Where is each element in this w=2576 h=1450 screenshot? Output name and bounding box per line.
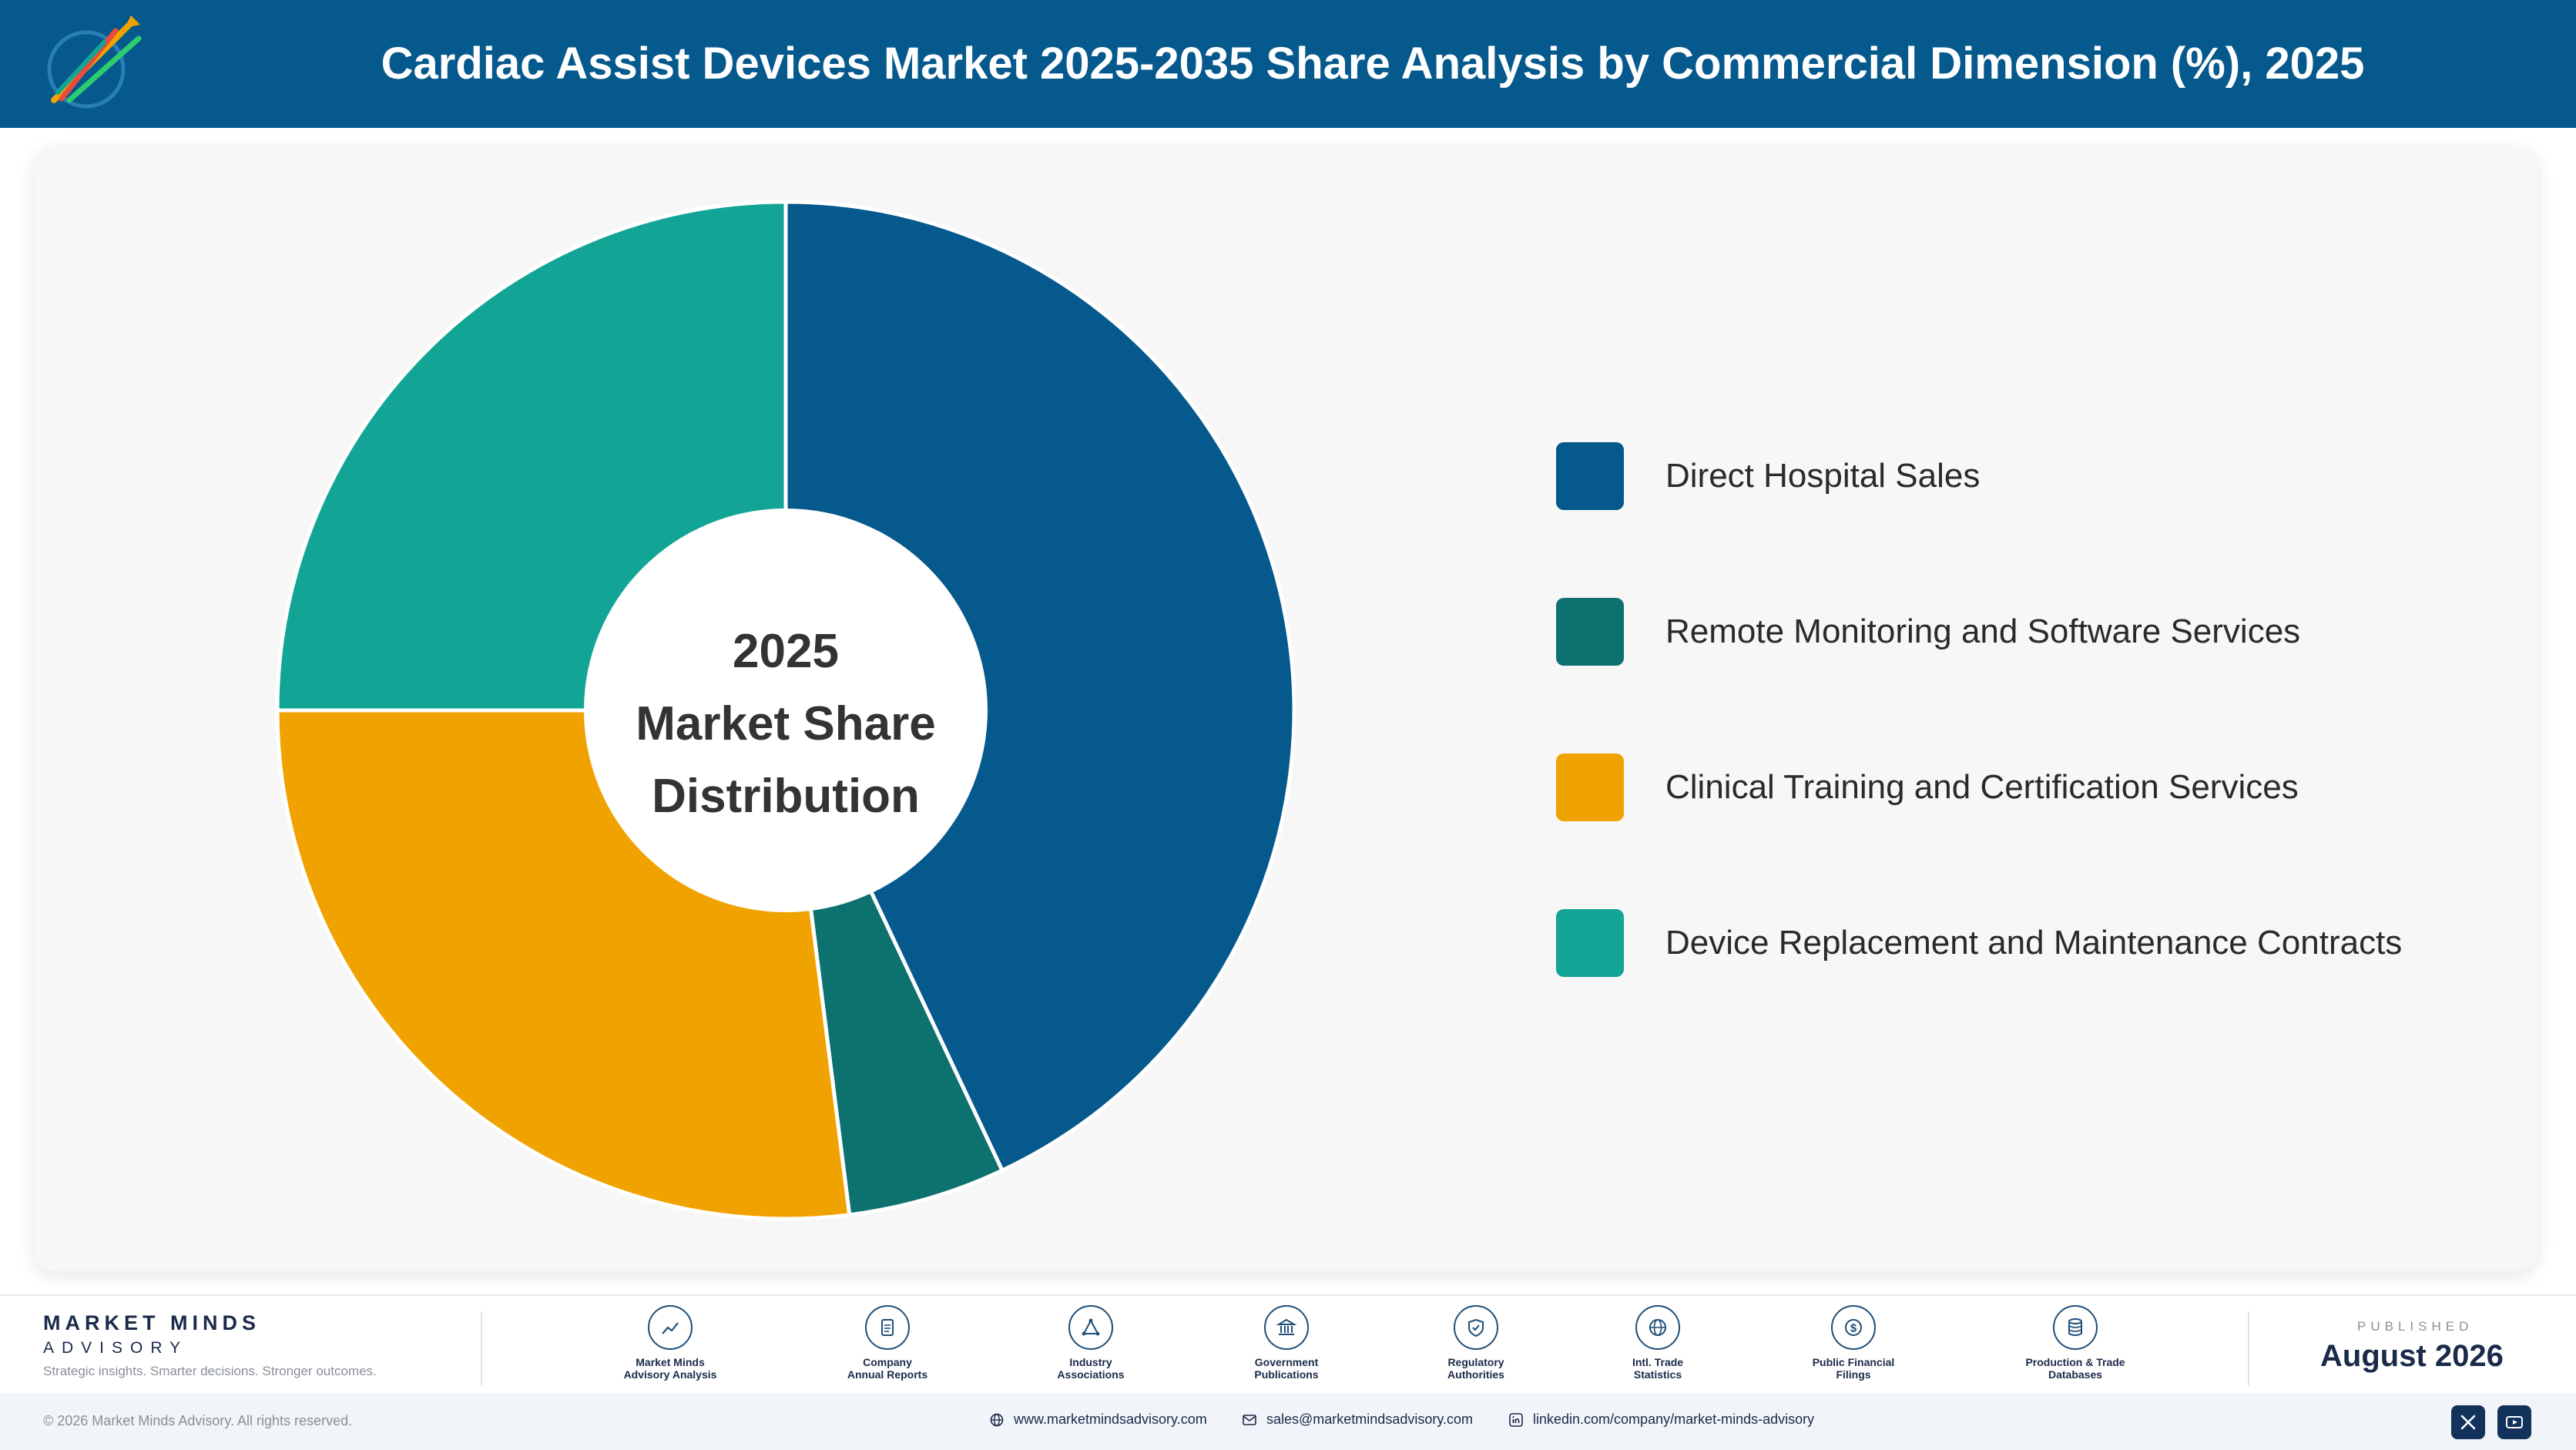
sources-list: Market Minds Advisory Analysis Company An… xyxy=(493,1305,2265,1398)
chart-line-icon xyxy=(648,1305,693,1350)
chart-legend: Direct Hospital Sales Remote Monitoring a… xyxy=(1556,442,2519,1065)
donut-chart: 2025 Market Share Distribution xyxy=(277,200,1296,1220)
website-link[interactable]: www.marketmindsadvisory.com xyxy=(989,1411,1207,1428)
source-label: Industry Associations xyxy=(1057,1356,1125,1381)
source-item: Market Minds Advisory Analysis xyxy=(585,1305,755,1381)
svg-text:$: $ xyxy=(1850,1322,1857,1335)
legend-item: Remote Monitoring and Software Services xyxy=(1556,598,2519,666)
globe-icon xyxy=(1635,1305,1680,1350)
source-label: Company Annual Reports xyxy=(847,1356,928,1381)
legend-swatch xyxy=(1556,598,1624,666)
source-label: Government Publications xyxy=(1254,1356,1319,1381)
youtube-icon xyxy=(2506,1416,2523,1428)
footer-divider xyxy=(481,1311,482,1385)
legend-item: Clinical Training and Certification Serv… xyxy=(1556,754,2519,821)
center-label-title: Market Share xyxy=(636,697,935,750)
source-label: Public Financial Filings xyxy=(1812,1356,1895,1381)
legend-label: Direct Hospital Sales xyxy=(1665,457,1981,495)
page-title: Cardiac Assist Devices Market 2025-2035 … xyxy=(381,39,2365,89)
globe-icon xyxy=(989,1412,1005,1428)
shield-icon xyxy=(1454,1305,1498,1350)
published-label: PUBLISHED xyxy=(2357,1319,2474,1334)
x-icon xyxy=(2460,1415,2476,1430)
linkedin-icon xyxy=(1508,1412,1524,1428)
linkedin-link[interactable]: linkedin.com/company/market-minds-adviso… xyxy=(1508,1411,1814,1428)
copyright-text: © 2026 Market Minds Advisory. All rights… xyxy=(43,1413,353,1428)
logo-icon xyxy=(47,15,142,109)
source-item: $ Public Financial Filings xyxy=(1769,1305,1938,1381)
footer: MARKET MINDS ADVISORY Strategic insights… xyxy=(0,1294,2576,1450)
legend-swatch xyxy=(1556,442,1624,510)
source-label: Production & Trade Databases xyxy=(2025,1356,2125,1381)
footer-bottom-bar: © 2026 Market Minds Advisory. All rights… xyxy=(0,1393,2576,1450)
source-item: Intl. Trade Statistics xyxy=(1573,1305,1742,1381)
pie-slice-1 xyxy=(783,200,1296,1173)
building-icon xyxy=(1264,1305,1309,1350)
website-text: www.marketmindsadvisory.com xyxy=(1014,1411,1207,1427)
email-text: sales@marketmindsadvisory.com xyxy=(1266,1411,1474,1427)
brand-subtitle: ADVISORY xyxy=(43,1339,189,1357)
center-label-subtitle: Distribution xyxy=(652,770,920,823)
legend-item: Device Replacement and Maintenance Contr… xyxy=(1556,909,2519,977)
legend-item: Direct Hospital Sales xyxy=(1556,442,2519,510)
email-link[interactable]: sales@marketmindsadvisory.com xyxy=(1242,1411,1473,1428)
center-label-year: 2025 xyxy=(733,625,839,678)
footer-divider xyxy=(2248,1311,2249,1385)
legend-label: Remote Monitoring and Software Services xyxy=(1665,613,2301,650)
source-label: Intl. Trade Statistics xyxy=(1632,1356,1684,1381)
mail-icon xyxy=(1242,1412,1257,1428)
source-label: Regulatory Authorities xyxy=(1447,1356,1504,1381)
network-icon xyxy=(1068,1305,1113,1350)
legend-swatch xyxy=(1556,754,1624,821)
dollar-icon: $ xyxy=(1831,1305,1876,1350)
source-item: Industry Associations xyxy=(1006,1305,1176,1381)
donut-hole xyxy=(584,509,988,912)
source-item: Government Publications xyxy=(1202,1305,1371,1381)
legend-label: Clinical Training and Certification Serv… xyxy=(1665,768,2299,806)
document-icon xyxy=(865,1305,910,1350)
brand-tagline: Strategic insights. Smarter decisions. S… xyxy=(43,1364,377,1378)
x-social-button[interactable] xyxy=(2451,1405,2485,1439)
database-icon xyxy=(2053,1305,2098,1350)
header-bar: Cardiac Assist Devices Market 2025-2035 … xyxy=(0,0,2576,128)
source-item: Production & Trade Databases xyxy=(1991,1305,2160,1381)
youtube-social-button[interactable] xyxy=(2497,1405,2531,1439)
linkedin-text: linkedin.com/company/market-minds-adviso… xyxy=(1533,1411,1815,1427)
legend-label: Device Replacement and Maintenance Contr… xyxy=(1665,924,2403,962)
source-item: Regulatory Authorities xyxy=(1391,1305,1561,1381)
source-item: Company Annual Reports xyxy=(803,1305,972,1381)
published-date: August 2026 xyxy=(2320,1339,2504,1373)
legend-swatch xyxy=(1556,909,1624,977)
brand-name: MARKET MINDS xyxy=(43,1311,260,1334)
source-label: Market Minds Advisory Analysis xyxy=(623,1356,717,1381)
